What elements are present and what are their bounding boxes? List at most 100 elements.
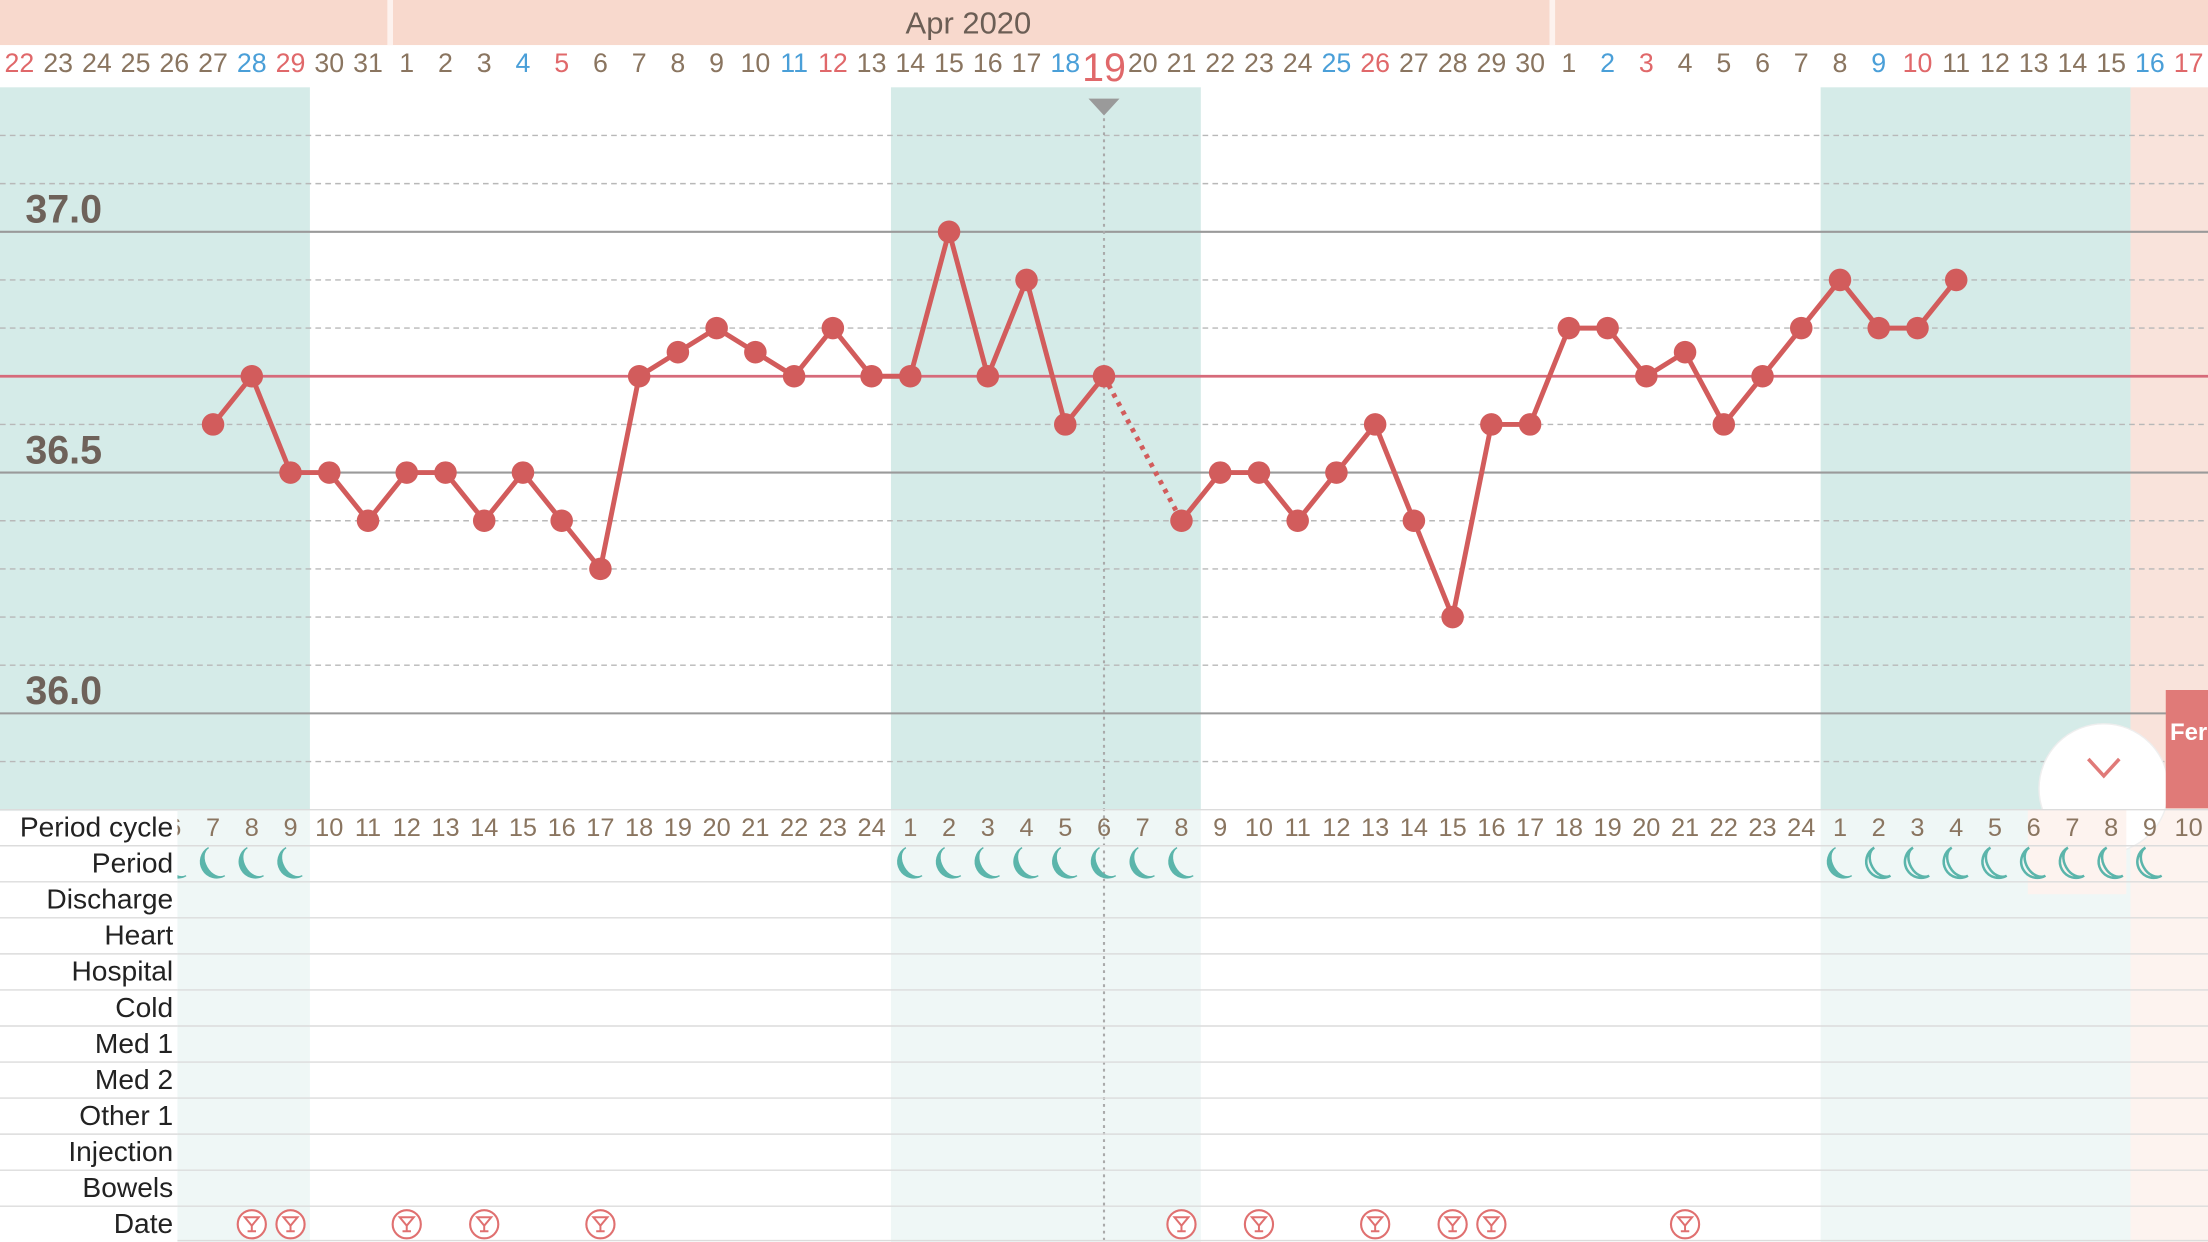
- date-label[interactable]: 25: [1322, 48, 1352, 78]
- date-label[interactable]: 22: [1205, 48, 1235, 78]
- temperature-point[interactable]: [1673, 340, 1697, 364]
- temperature-point[interactable]: [1015, 268, 1038, 292]
- date-label[interactable]: 5: [554, 48, 569, 78]
- temperature-point[interactable]: [434, 461, 457, 484]
- date-label[interactable]: 20: [1128, 48, 1158, 78]
- date-label[interactable]: 21: [1167, 48, 1197, 78]
- temperature-point[interactable]: [1557, 316, 1581, 340]
- date-label[interactable]: 27: [1399, 48, 1429, 78]
- temperature-point[interactable]: [395, 461, 419, 484]
- temperature-point[interactable]: [1053, 413, 1077, 436]
- temperature-point[interactable]: [899, 364, 922, 388]
- date-label[interactable]: 24: [82, 48, 112, 78]
- date-label[interactable]: 10: [1903, 48, 1933, 78]
- date-label[interactable]: 6: [1755, 48, 1770, 78]
- date-label[interactable]: 25: [121, 48, 151, 78]
- fertile-button[interactable]: [2165, 690, 2208, 809]
- temperature-point[interactable]: [860, 364, 883, 388]
- date-label[interactable]: 6: [593, 48, 608, 78]
- date-label[interactable]: 4: [516, 48, 531, 78]
- date-label[interactable]: 7: [1794, 48, 1809, 78]
- temperature-point[interactable]: [627, 364, 651, 388]
- date-label[interactable]: 26: [159, 48, 189, 78]
- date-label[interactable]: 24: [1283, 48, 1313, 78]
- date-label[interactable]: 29: [1476, 48, 1506, 78]
- date-label[interactable]: 17: [2174, 48, 2204, 78]
- date-label[interactable]: 2: [438, 48, 453, 78]
- temperature-point[interactable]: [1170, 509, 1193, 533]
- temperature-point[interactable]: [1480, 413, 1503, 436]
- date-label[interactable]: 23: [1244, 48, 1274, 78]
- date-label[interactable]: 31: [353, 48, 383, 78]
- temperature-point[interactable]: [1789, 316, 1813, 340]
- temperature-point[interactable]: [1092, 364, 1116, 388]
- date-label[interactable]: 8: [1833, 48, 1848, 78]
- date-label[interactable]: 4: [1678, 48, 1693, 78]
- date-label[interactable]: 1: [1561, 48, 1576, 78]
- date-label[interactable]: 15: [2096, 48, 2126, 78]
- temperature-point[interactable]: [1325, 461, 1348, 484]
- date-label[interactable]: 18: [1050, 48, 1080, 78]
- date-label[interactable]: 16: [973, 48, 1003, 78]
- temperature-point[interactable]: [937, 220, 961, 244]
- date-label[interactable]: 27: [198, 48, 228, 78]
- temperature-point[interactable]: [744, 340, 767, 364]
- date-label[interactable]: 28: [1438, 48, 1468, 78]
- temperature-point[interactable]: [666, 340, 690, 364]
- date-label[interactable]: 11: [780, 48, 808, 78]
- date-label[interactable]: 28: [237, 48, 267, 78]
- date-label[interactable]: 9: [1871, 48, 1886, 78]
- date-label[interactable]: 13: [2019, 48, 2049, 78]
- temperature-point[interactable]: [589, 557, 612, 581]
- date-label[interactable]: 3: [477, 48, 492, 78]
- temperature-point[interactable]: [472, 509, 496, 533]
- temperature-point[interactable]: [1596, 316, 1619, 340]
- temperature-point[interactable]: [1402, 509, 1426, 533]
- date-label[interactable]: 23: [43, 48, 73, 78]
- date-label[interactable]: 11: [1942, 48, 1970, 78]
- temperature-point[interactable]: [705, 316, 728, 340]
- temperature-point[interactable]: [821, 316, 845, 340]
- date-label[interactable]: 3: [1639, 48, 1654, 78]
- temperature-point[interactable]: [279, 461, 302, 484]
- temperature-point[interactable]: [976, 364, 1000, 388]
- temperature-point[interactable]: [1286, 509, 1309, 533]
- date-label[interactable]: 30: [1515, 48, 1545, 78]
- date-label[interactable]: 1: [399, 48, 414, 78]
- temperature-point[interactable]: [782, 364, 806, 388]
- temperature-point[interactable]: [1635, 364, 1658, 388]
- date-label[interactable]: 10: [740, 48, 770, 78]
- temperature-point[interactable]: [1906, 316, 1929, 340]
- temperature-point[interactable]: [1712, 413, 1736, 436]
- temperature-point[interactable]: [317, 461, 341, 484]
- date-label[interactable]: 2: [1600, 48, 1615, 78]
- date-label[interactable]: 22: [4, 48, 34, 78]
- temperature-point[interactable]: [1867, 316, 1891, 340]
- selected-date-label[interactable]: 19: [1082, 46, 1126, 90]
- date-label[interactable]: 14: [895, 48, 925, 78]
- temperature-point[interactable]: [1751, 364, 1774, 388]
- temperature-point[interactable]: [550, 509, 573, 533]
- date-label[interactable]: 15: [934, 48, 964, 78]
- date-label[interactable]: 26: [1360, 48, 1390, 78]
- date-label[interactable]: 8: [670, 48, 685, 78]
- date-label[interactable]: 9: [709, 48, 724, 78]
- date-label[interactable]: 16: [2135, 48, 2165, 78]
- temperature-point[interactable]: [1247, 461, 1271, 484]
- temperature-point[interactable]: [1518, 413, 1542, 436]
- date-label[interactable]: 29: [276, 48, 306, 78]
- temperature-point[interactable]: [1441, 605, 1464, 629]
- temperature-point[interactable]: [201, 413, 225, 436]
- date-label[interactable]: 30: [314, 48, 344, 78]
- date-label[interactable]: 5: [1716, 48, 1731, 78]
- temperature-point[interactable]: [1208, 461, 1232, 484]
- date-label[interactable]: 13: [857, 48, 887, 78]
- temperature-point[interactable]: [1944, 268, 1968, 292]
- temperature-point[interactable]: [1828, 268, 1852, 292]
- date-label[interactable]: 14: [2058, 48, 2088, 78]
- date-label[interactable]: 12: [818, 48, 848, 78]
- date-label[interactable]: 12: [1980, 48, 2010, 78]
- date-label[interactable]: 7: [632, 48, 647, 78]
- date-label[interactable]: 17: [1012, 48, 1042, 78]
- temperature-point[interactable]: [356, 509, 380, 533]
